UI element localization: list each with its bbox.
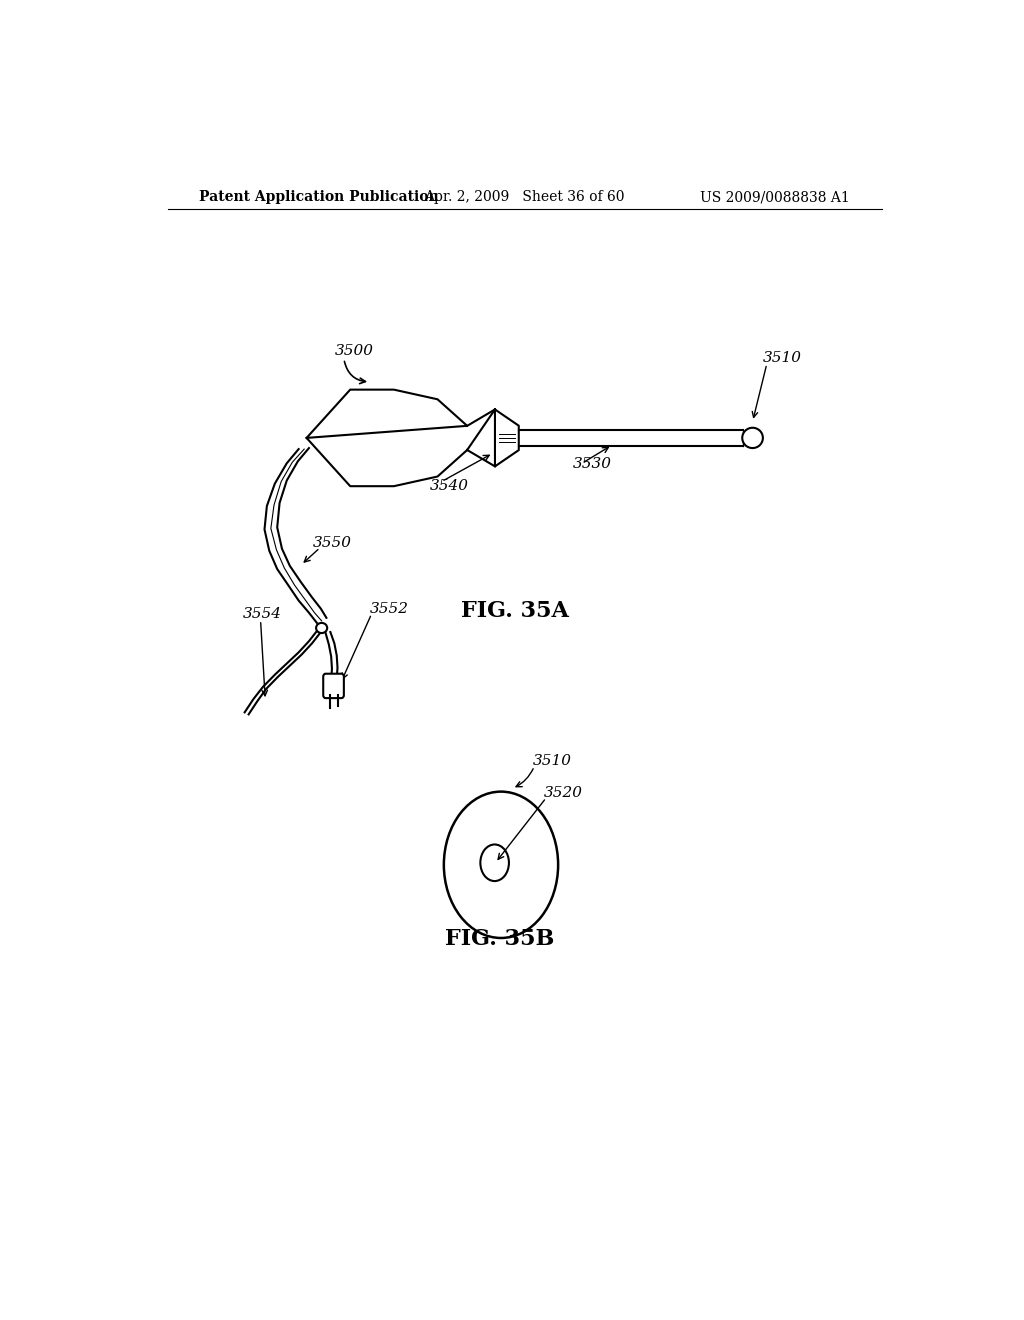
Text: 3550: 3550 (313, 536, 352, 549)
Text: 3540: 3540 (430, 479, 469, 492)
Text: 3510: 3510 (532, 754, 571, 768)
Text: FIG. 35B: FIG. 35B (444, 928, 554, 950)
Text: US 2009/0088838 A1: US 2009/0088838 A1 (700, 190, 850, 205)
Text: 3530: 3530 (572, 458, 611, 471)
Circle shape (443, 792, 558, 939)
Text: 3552: 3552 (370, 602, 409, 615)
Text: FIG. 35A: FIG. 35A (462, 599, 569, 622)
Polygon shape (495, 409, 519, 466)
Text: 3520: 3520 (544, 785, 583, 800)
Ellipse shape (742, 428, 763, 447)
Text: 3554: 3554 (243, 607, 282, 620)
Polygon shape (306, 389, 467, 486)
Text: Apr. 2, 2009   Sheet 36 of 60: Apr. 2, 2009 Sheet 36 of 60 (425, 190, 625, 205)
Polygon shape (519, 430, 743, 446)
Circle shape (480, 845, 509, 880)
Text: 3510: 3510 (763, 351, 802, 364)
Text: 3500: 3500 (334, 343, 374, 358)
Ellipse shape (316, 623, 328, 634)
Text: Patent Application Publication: Patent Application Publication (200, 190, 439, 205)
FancyBboxPatch shape (324, 673, 344, 698)
